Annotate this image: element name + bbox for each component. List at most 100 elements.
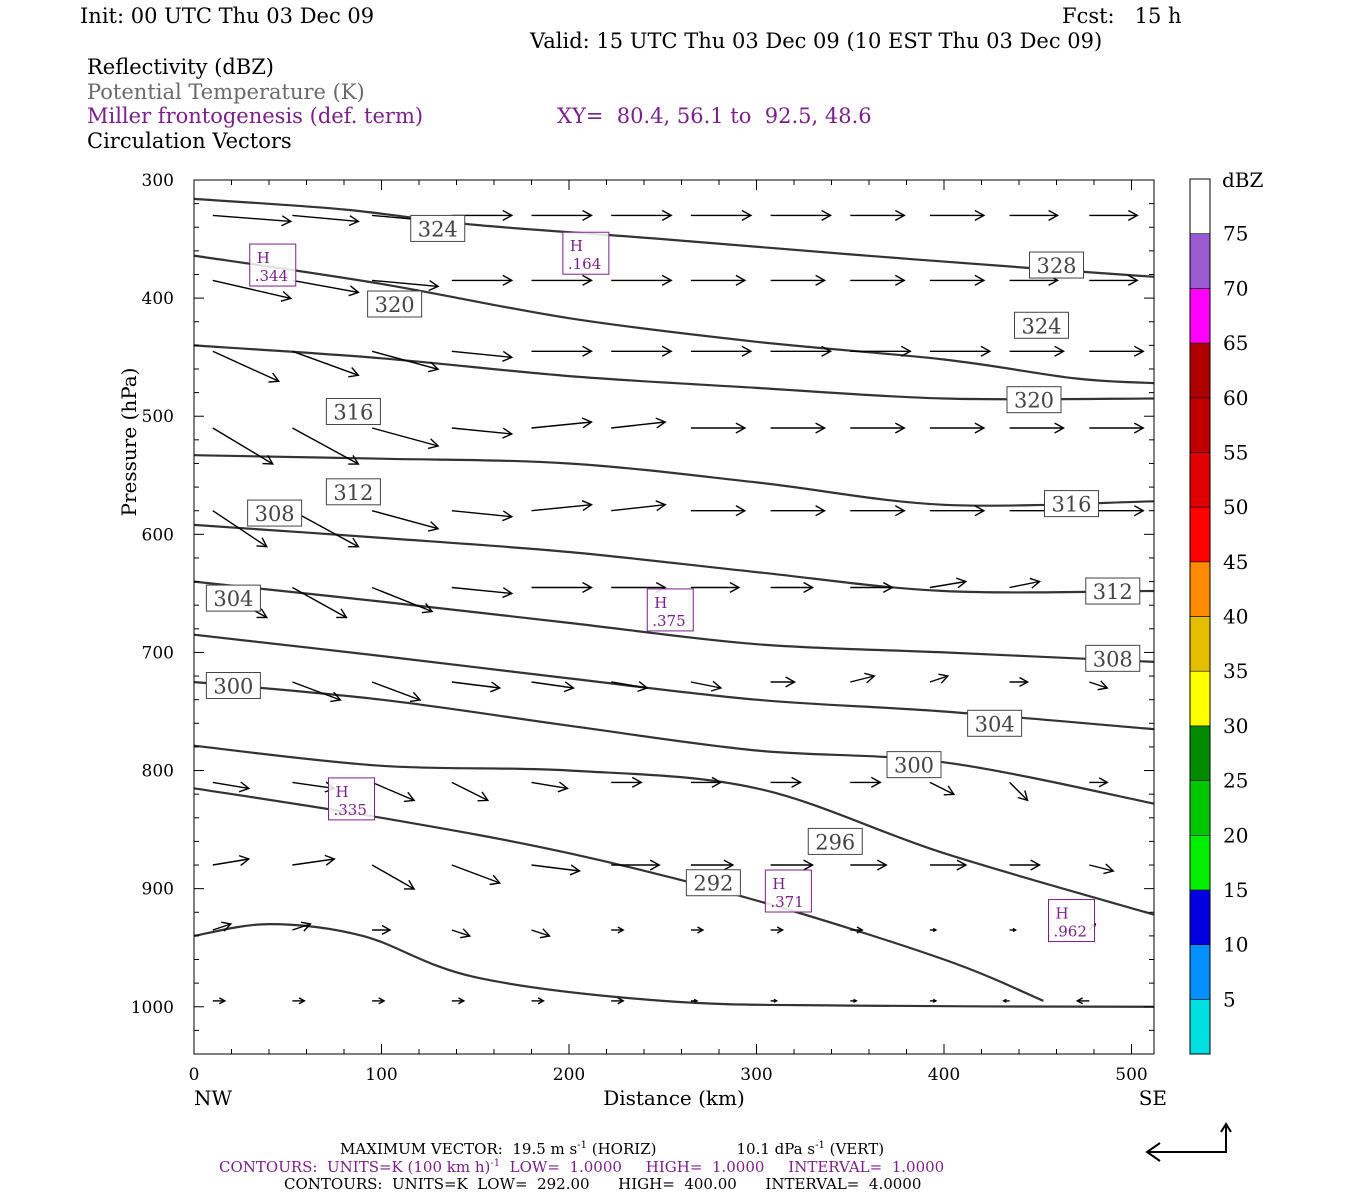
theta-label-328: 328 <box>1029 251 1084 279</box>
theta-contour-324 <box>193 254 1155 385</box>
circulation-vector <box>372 924 392 936</box>
circulation-vector <box>929 422 986 434</box>
x-tick-label: 200 <box>553 1065 585 1085</box>
circulation-vector <box>371 510 440 532</box>
theta-contour-320 <box>193 344 1155 401</box>
circulation-vector <box>292 510 360 548</box>
theta-contour-labels: 328 324 324 320 320 316 316 312 312 308 308 304 304 3… <box>205 214 1141 897</box>
theta-label-324: 324 <box>1014 311 1069 339</box>
circulation-vector <box>929 274 986 286</box>
circulation-vector <box>1089 863 1115 875</box>
circulation-vector <box>690 505 747 517</box>
theta-label-304: 304 <box>205 584 261 612</box>
frontogenesis-max-label: H <box>257 249 270 267</box>
circulation-vector <box>770 581 815 594</box>
circulation-vector <box>531 997 545 1005</box>
theta-contour-328 <box>193 197 1155 278</box>
circulation-vector <box>850 505 906 517</box>
circulation-vector <box>929 209 986 222</box>
frontogenesis-max-value: .371 <box>770 893 803 911</box>
theta-label-292: 292 <box>685 869 741 897</box>
circulation-vector <box>451 864 502 886</box>
circulation-vector <box>292 681 342 703</box>
circulation-vector <box>770 926 785 934</box>
y-tick-label: 700 <box>142 643 174 663</box>
plot-frame <box>193 179 1155 1055</box>
colorbar-segment <box>1189 178 1211 235</box>
circulation-vector <box>451 350 514 362</box>
circulation-vector <box>212 427 275 465</box>
colorbar-tick-label: 30 <box>1223 714 1248 738</box>
circulation-vector <box>451 586 514 599</box>
x-tick-label: 0 <box>189 1065 200 1085</box>
circulation-vector <box>929 345 992 357</box>
theta-label-text: 308 <box>255 502 295 526</box>
colorbar-unit: dBZ <box>1222 168 1264 192</box>
circulation-vector <box>690 998 699 1003</box>
colorbar-tick-label: 55 <box>1223 440 1248 464</box>
frontogenesis-max-value: .375 <box>652 612 685 630</box>
frontogenesis-max: H.375 <box>646 588 694 632</box>
circulation-vector <box>770 274 827 286</box>
circulation-vector <box>292 586 348 619</box>
circulation-vector <box>1075 997 1090 1005</box>
theta-label-text: 300 <box>213 675 253 699</box>
x-tick-label: 500 <box>1115 1065 1147 1085</box>
theta-contour-292 <box>193 787 1044 1002</box>
circulation-vector <box>850 672 876 684</box>
circulation-vector <box>531 581 593 594</box>
theta-contour-300 <box>193 680 1155 805</box>
colorbar-tick-label: 75 <box>1223 222 1248 246</box>
circulation-vector <box>770 422 827 434</box>
circulation-vector <box>451 427 514 439</box>
frontogenesis-max-label: H <box>772 875 785 893</box>
circulation-vector <box>929 859 968 871</box>
forecast-hour: Fcst: 15 h <box>1062 4 1182 28</box>
colorbar-segment <box>1189 288 1211 344</box>
circulation-vector <box>690 422 747 434</box>
circulation-vector <box>611 926 625 934</box>
colorbar-tick-label: 10 <box>1223 933 1248 957</box>
colorbar-tick-label: 35 <box>1223 659 1248 683</box>
x-right-end-label: SE <box>1139 1086 1167 1110</box>
theta-label-text: 312 <box>1093 580 1133 604</box>
circulation-vector <box>1089 422 1145 434</box>
theta-label-304: 304 <box>967 709 1023 737</box>
colorbar-segment <box>1189 944 1211 1000</box>
circulation-vector <box>212 350 281 383</box>
theta-label-312: 312 <box>1085 577 1141 605</box>
circulation-vector <box>770 676 797 688</box>
colorbar-tick-label: 70 <box>1223 276 1248 300</box>
colorbar-tick-label: 65 <box>1223 331 1248 355</box>
circulation-vector <box>850 274 906 286</box>
circulation-vector <box>1089 209 1139 222</box>
circulation-vector <box>690 345 753 357</box>
circulation-vector <box>292 214 360 227</box>
circulation-vector <box>531 209 593 222</box>
circulation-vector <box>1089 680 1109 691</box>
y-tick-label: 300 <box>142 171 174 191</box>
theta-label-312: 312 <box>325 478 381 506</box>
circulation-vector <box>929 998 938 1003</box>
circulation-vector <box>1009 209 1060 222</box>
colorbar-tick-label: 15 <box>1223 878 1248 902</box>
theta-contour-308 <box>193 580 1155 663</box>
circulation-vector <box>1089 345 1145 357</box>
circulation-vector <box>371 781 416 803</box>
circulation-vector <box>531 274 593 286</box>
circulation-vector <box>611 209 673 222</box>
circulation-vector <box>690 274 747 286</box>
circulation-vector <box>690 209 753 222</box>
theta-label-300: 300 <box>205 672 261 700</box>
init-time: Init: 00 UTC Thu 03 Dec 09 <box>80 4 375 28</box>
field-circulation-vectors: Circulation Vectors <box>87 129 292 153</box>
colorbar-segment <box>1189 397 1211 453</box>
field-frontogenesis: Miller frontogenesis (def. term) <box>87 104 424 128</box>
circulation-vector <box>611 997 625 1005</box>
circulation-vector <box>212 510 269 548</box>
circulation-vector <box>531 681 575 693</box>
circulation-vector <box>611 274 673 286</box>
theta-contour-316 <box>193 454 1155 507</box>
circulation-vector <box>770 209 833 222</box>
y-tick-label: 400 <box>142 289 174 309</box>
